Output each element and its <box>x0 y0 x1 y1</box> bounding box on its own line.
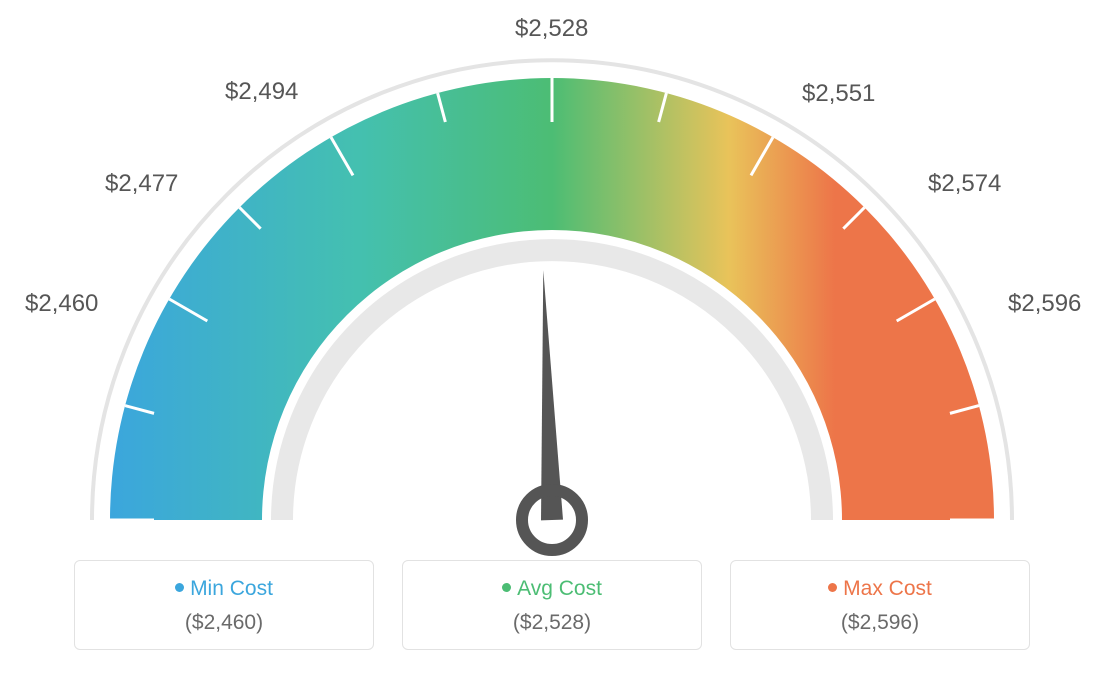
gauge-tick-label: $2,574 <box>928 170 1001 198</box>
gauge-svg <box>0 0 1104 560</box>
gauge-tick-label: $2,528 <box>515 15 588 43</box>
legend-min-title-text: Min Cost <box>190 577 273 600</box>
gauge-tick-label: $2,477 <box>105 170 178 198</box>
legend-card-max: Max Cost ($2,596) <box>730 560 1030 650</box>
legend-min-value: ($2,460) <box>85 611 363 635</box>
legend-avg-title-text: Avg Cost <box>517 577 602 600</box>
legend-card-min: Min Cost ($2,460) <box>74 560 374 650</box>
dot-icon <box>175 583 184 592</box>
dot-icon <box>828 583 837 592</box>
legend-avg-value: ($2,528) <box>413 611 691 635</box>
gauge-tick-label: $2,494 <box>225 78 298 106</box>
dot-icon <box>502 583 511 592</box>
gauge-tick-label: $2,551 <box>802 80 875 108</box>
legend-max-value: ($2,596) <box>741 611 1019 635</box>
gauge-chart: $2,460 $2,477 $2,494 $2,528 $2,551 $2,574 $2,5… <box>0 0 1104 560</box>
legend-max-title-text: Max Cost <box>843 577 932 600</box>
legend-avg-title: Avg Cost <box>413 577 691 601</box>
legend-row: Min Cost ($2,460) Avg Cost ($2,528) Max … <box>0 560 1104 650</box>
gauge-tick-label: $2,596 <box>1008 290 1081 318</box>
gauge-tick-label: $2,460 <box>25 290 98 318</box>
legend-card-avg: Avg Cost ($2,528) <box>402 560 702 650</box>
legend-max-title: Max Cost <box>741 577 1019 601</box>
legend-min-title: Min Cost <box>85 577 363 601</box>
